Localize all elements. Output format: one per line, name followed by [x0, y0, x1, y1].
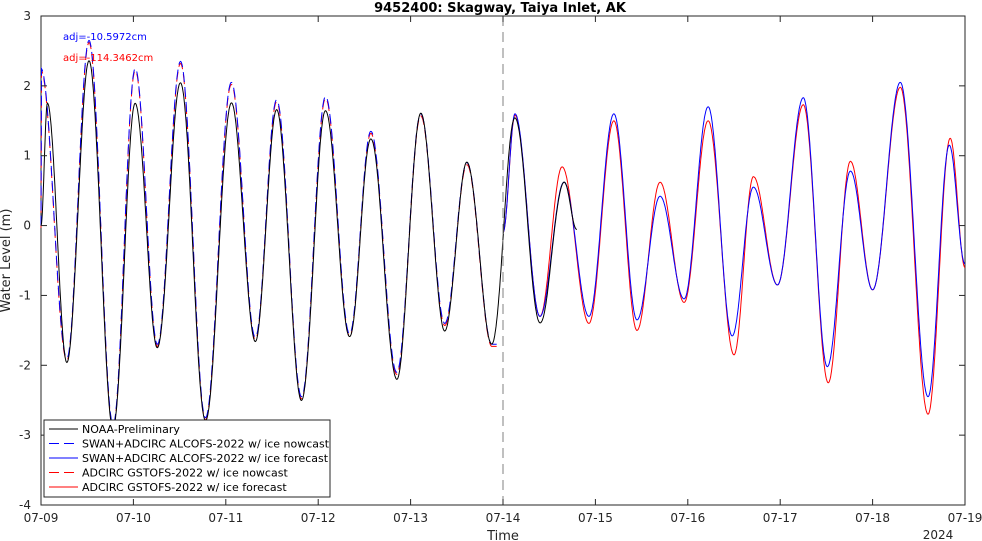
x-tick-label: 07-16: [670, 511, 705, 525]
chart-title: 9452400: Skagway, Taiya Inlet, AK: [374, 1, 627, 16]
y-tick-label: 3: [23, 9, 31, 23]
series-alcofs-forecast: [502, 81, 966, 398]
adjustment-label-gstofs: adj=-114.3462cm: [63, 53, 153, 64]
x-tick-label: 07-11: [208, 511, 243, 525]
y-axis: -4 -3 -2 -1 0 1 2 3: [19, 9, 965, 512]
legend-box: [43, 419, 331, 498]
x-tick-label: 07-15: [578, 511, 613, 525]
x-axis: 07-09 07-10 07-11 07-12 07-13 07-14 07-15 07-16…: [24, 16, 982, 525]
legend-label: ADCIRC GSTOFS-2022 w/ ice forecast: [82, 481, 287, 494]
adjustment-labels: adj=-10.5972cm adj=-114.3462cm: [63, 32, 153, 64]
y-tick-label: 2: [23, 79, 31, 93]
y-tick-label: -2: [19, 358, 31, 372]
x-tick-label: 07-17: [763, 511, 798, 525]
legend-label: ADCIRC GSTOFS-2022 w/ ice nowcast: [82, 467, 288, 480]
legend-label: SWAN+ADCIRC ALCOFS-2022 w/ ice forecast: [82, 452, 329, 465]
x-tick-label: 07-10: [116, 511, 151, 525]
legend: NOAA-Preliminary SWAN+ADCIRC ALCOFS-2022 …: [43, 419, 331, 498]
x-tick-label: 07-19: [948, 511, 982, 525]
x-tick-label: 07-18: [855, 511, 890, 525]
y-tick-label: 0: [23, 219, 31, 233]
legend-label: NOAA-Preliminary: [82, 423, 180, 436]
x-tick-label: 07-14: [486, 511, 521, 525]
y-tick-label: -4: [19, 498, 31, 512]
x-tick-label: 07-13: [393, 511, 428, 525]
x-tick-label: 07-12: [301, 511, 336, 525]
x-tick-label: 07-09: [24, 511, 59, 525]
year-label: 2024: [923, 528, 954, 541]
y-axis-title: Water Level (m): [0, 209, 14, 313]
series-layer: [40, 39, 966, 429]
legend-label: SWAN+ADCIRC ALCOFS-2022 w/ ice nowcast: [82, 438, 330, 451]
y-tick-label: 1: [23, 149, 31, 163]
x-axis-title: Time: [486, 529, 519, 541]
y-tick-label: -3: [19, 428, 31, 442]
adjustment-label-alcofs: adj=-10.5972cm: [63, 32, 147, 43]
series-noaa-preliminary: [40, 60, 577, 429]
y-tick-label: -1: [19, 288, 31, 302]
